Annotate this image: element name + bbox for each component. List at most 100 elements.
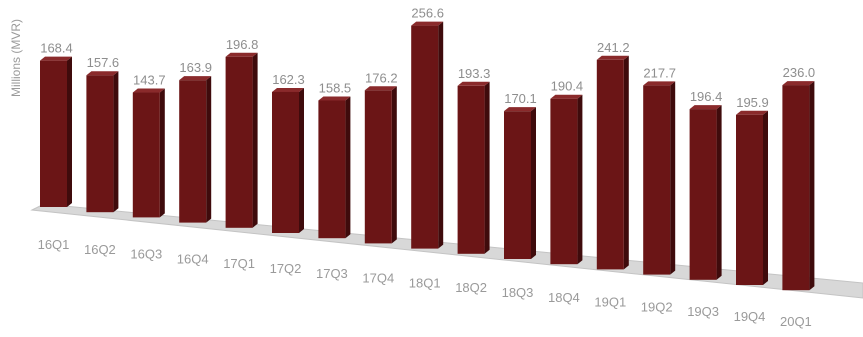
bar-front (643, 85, 671, 275)
bar-front (504, 111, 531, 259)
bar-front (364, 90, 392, 244)
value-label: 256.6 (411, 6, 444, 21)
bar-top (689, 105, 722, 110)
bar-19Q2 (643, 81, 676, 275)
bar-side (623, 55, 629, 270)
value-label: 196.8 (226, 37, 259, 52)
bar-19Q4 (736, 110, 768, 285)
bar-side (484, 81, 490, 254)
bar-top (411, 21, 444, 26)
bar-top (40, 56, 72, 61)
bar-16Q2 (86, 71, 119, 213)
bar-top (272, 87, 304, 92)
value-label: 170.1 (504, 91, 537, 106)
category-label: 17Q3 (316, 266, 348, 281)
bars-group (40, 21, 815, 291)
bar-top (457, 81, 490, 86)
bar-top (736, 110, 768, 115)
value-label: 163.9 (179, 60, 212, 75)
bar-18Q1 (411, 21, 444, 249)
category-label: 16Q3 (130, 247, 162, 262)
category-label: 18Q3 (502, 285, 534, 300)
value-label: 143.7 (133, 73, 166, 88)
bar-17Q4 (364, 86, 397, 244)
value-label: 195.9 (736, 95, 769, 110)
category-label: 16Q2 (84, 242, 116, 257)
category-label: 20Q1 (780, 314, 812, 329)
bar-top (132, 88, 165, 93)
value-label: 241.2 (597, 40, 630, 55)
value-label: 217.7 (643, 65, 676, 80)
value-label: 158.5 (319, 80, 352, 95)
category-label: 19Q2 (641, 299, 673, 314)
bar-top (596, 55, 629, 60)
category-label: 18Q2 (455, 280, 487, 295)
category-label: 18Q4 (548, 290, 580, 305)
value-label: 157.6 (87, 55, 120, 70)
bar-side (763, 110, 768, 285)
category-label: 17Q1 (223, 256, 255, 271)
bar-side (716, 105, 722, 280)
bar-top (782, 81, 815, 86)
bar-side (345, 96, 351, 239)
bar-17Q2 (272, 87, 304, 234)
bar-19Q3 (689, 105, 722, 280)
bar-18Q2 (457, 81, 490, 254)
y-axis-label: Millions (MVR) (9, 19, 23, 97)
category-label: 19Q3 (687, 304, 719, 319)
bar-17Q3 (318, 96, 351, 239)
bar-side (159, 88, 165, 218)
bar-front (736, 114, 763, 285)
bar-side (577, 94, 583, 265)
bar-side (67, 56, 72, 207)
bar-front (86, 75, 114, 213)
bar-17Q1 (225, 52, 258, 228)
bar-16Q4 (179, 76, 212, 223)
bar-18Q4 (550, 94, 583, 265)
value-label: 193.3 (458, 66, 491, 81)
bar-side (670, 81, 676, 275)
bar-top (643, 81, 676, 86)
bar-top (225, 52, 258, 57)
bar-front (550, 98, 578, 265)
bar-side (113, 71, 119, 213)
value-label: 196.4 (690, 89, 723, 104)
category-label: 19Q1 (594, 295, 626, 310)
bar-side (809, 81, 815, 291)
bar-front (689, 109, 717, 280)
value-labels-group: 168.4 157.6 143.7 163.9 196.8 162.3 158.5 176.2… (40, 6, 815, 110)
category-labels-group: 16Q1 16Q2 16Q3 16Q4 17Q1 17Q2 17Q3 17Q4 18Q1 18Q2… (38, 237, 812, 329)
bar-16Q1 (40, 56, 72, 207)
bar-front (225, 56, 253, 228)
bar-top (179, 76, 212, 81)
bar-18Q3 (504, 107, 536, 259)
bar-side (391, 86, 397, 244)
category-label: 19Q4 (734, 309, 766, 324)
bar-front (782, 85, 810, 291)
bar-19Q1 (596, 55, 629, 270)
bar-top (504, 107, 536, 112)
value-label: 168.4 (40, 41, 73, 56)
bar-side (531, 107, 536, 259)
bar-side (206, 76, 212, 223)
bar-side (252, 52, 258, 228)
bar-top (550, 94, 583, 99)
category-label: 17Q2 (270, 261, 302, 276)
category-label: 16Q1 (38, 237, 70, 252)
bar-20Q1 (782, 81, 815, 291)
bar-front (272, 91, 299, 234)
category-label: 18Q1 (409, 275, 441, 290)
value-label: 236.0 (783, 65, 816, 80)
bar-top (86, 71, 119, 76)
value-label: 162.3 (272, 72, 305, 87)
bar-front (457, 85, 485, 254)
bar-top (318, 96, 351, 101)
bar-side (438, 21, 444, 249)
category-label: 17Q4 (362, 271, 394, 286)
bar-front (132, 92, 160, 218)
bar-top (364, 86, 397, 91)
bar-front (40, 60, 67, 207)
value-label: 176.2 (365, 70, 398, 85)
bar-front (596, 59, 624, 270)
